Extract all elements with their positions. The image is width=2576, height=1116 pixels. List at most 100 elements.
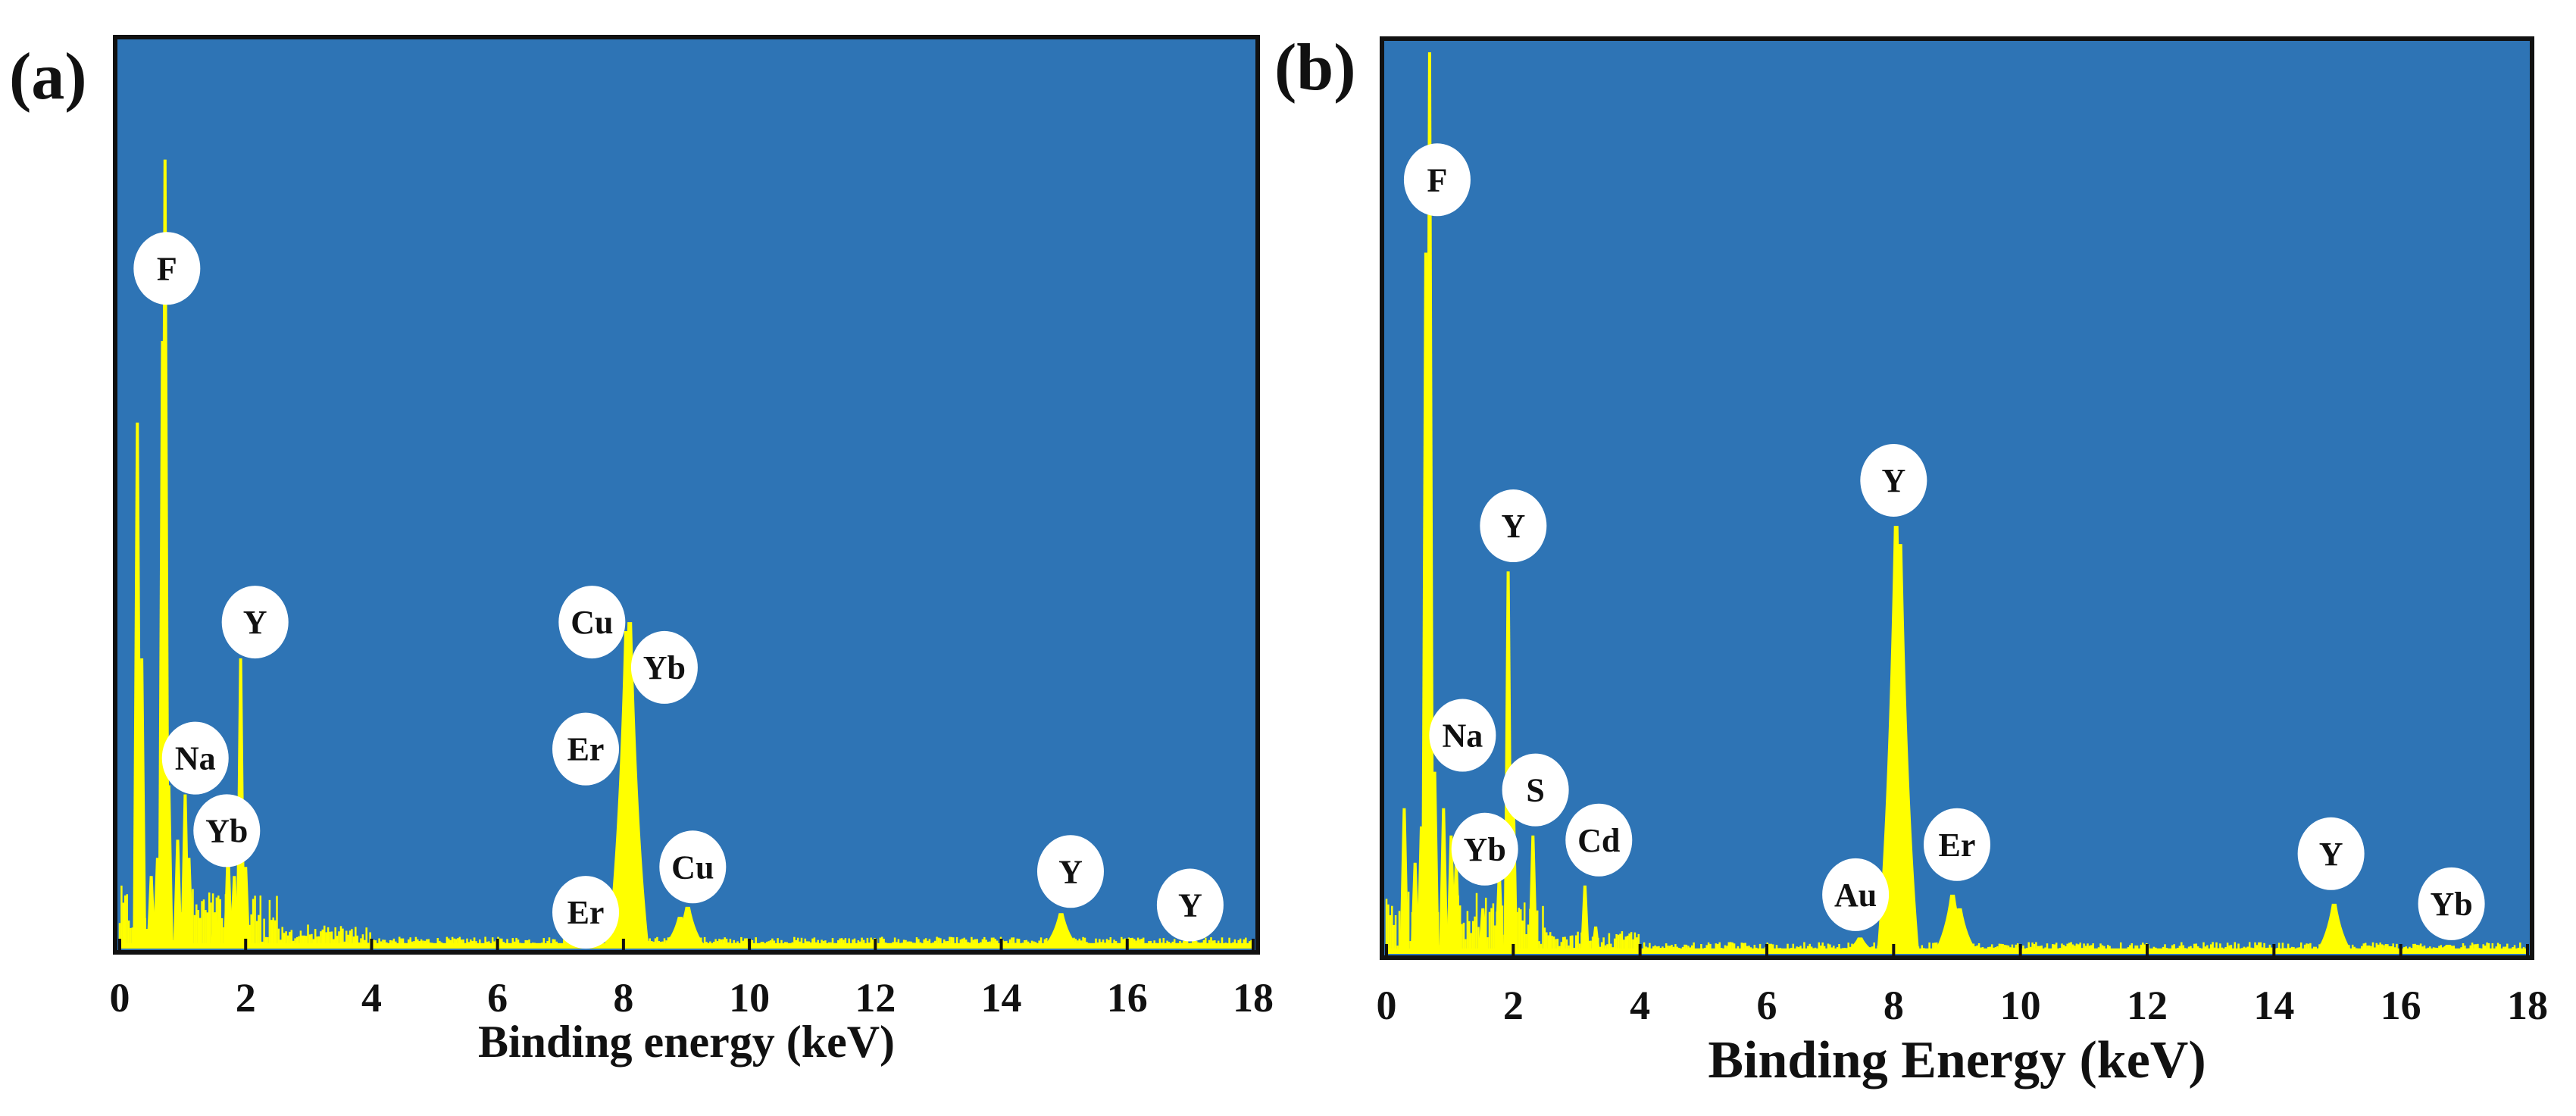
- peak: [1494, 871, 1504, 954]
- peak: [184, 858, 194, 949]
- x-tick-label: 2: [236, 975, 256, 1021]
- peak-label-text: Yb: [643, 649, 686, 686]
- label-bubble: [659, 830, 727, 904]
- label-bubble: [1156, 868, 1224, 942]
- peak: [1580, 885, 1590, 954]
- peak-label-text: S: [1526, 772, 1544, 809]
- peak-label-text: Au: [1834, 877, 1877, 914]
- x-tick-label: 18: [2507, 983, 2548, 1028]
- x-tick-label: 8: [1884, 983, 1904, 1028]
- label-bubble: [193, 794, 261, 867]
- x-tick-label: 10: [729, 975, 770, 1021]
- label-bubble: [552, 712, 620, 786]
- peak-label: Yb: [1451, 812, 1518, 886]
- peak-label: Na: [1429, 699, 1496, 772]
- peak: [1152, 944, 1191, 949]
- peak-label-text: Y: [1178, 887, 1202, 924]
- peak-label-text: Y: [1881, 462, 1905, 499]
- x-tick-label: 10: [2000, 983, 2041, 1028]
- peak: [164, 785, 174, 949]
- peak-label: Er: [552, 876, 620, 949]
- peak: [241, 867, 251, 949]
- panel-b-x-axis: 0 2 4 6 8 10 12 14 16 18: [1377, 944, 2548, 1028]
- peak-label: Cu: [659, 830, 727, 904]
- panel-b-xlabel: Binding Energy (keV): [1708, 1031, 2206, 1089]
- peak: [1940, 908, 1979, 954]
- peak: [1840, 937, 1880, 954]
- panel-b-label: (b): [1274, 31, 1356, 105]
- label-bubble: [1502, 753, 1569, 827]
- peak-label: Na: [161, 721, 229, 795]
- peak: [137, 658, 147, 949]
- peak-label: Er: [1924, 808, 1990, 881]
- peak-label-text: Cu: [671, 849, 714, 886]
- peak-label-text: Y: [1058, 853, 1083, 890]
- x-tick-label: 14: [2253, 983, 2294, 1028]
- x-tick-label: 2: [1503, 983, 1524, 1028]
- x-tick-label: 0: [1377, 983, 1397, 1028]
- panel-a-label: (a): [9, 40, 87, 114]
- label-bubble: [1822, 858, 1890, 931]
- peak: [1528, 835, 1538, 954]
- label-bubble: [1924, 808, 1990, 881]
- panel-b-spectrum: [1385, 52, 2528, 954]
- peak-label-text: Er: [567, 894, 605, 931]
- peak-label: F: [1403, 143, 1471, 217]
- peak-label-text: Na: [1443, 717, 1483, 755]
- peak-label: Y: [1480, 489, 1547, 563]
- peak-label-text: Y: [1501, 508, 1525, 545]
- peak: [224, 849, 233, 949]
- peak: [1410, 862, 1420, 954]
- peak-label-text: F: [1427, 161, 1447, 199]
- label-bubble: [2297, 817, 2365, 890]
- peak-label-text: Cd: [1577, 822, 1620, 859]
- peak-label-text: Yb: [205, 812, 248, 849]
- label-bubble: [1429, 699, 1496, 772]
- label-bubble: [558, 586, 626, 659]
- peak: [1439, 808, 1449, 954]
- peak: [2315, 903, 2354, 954]
- peak-label-text: Y: [243, 604, 267, 641]
- peak: [1399, 808, 1409, 954]
- peak-label: S: [1502, 753, 1569, 827]
- peak-label: Y: [1156, 868, 1224, 942]
- x-tick-label: 6: [487, 975, 508, 1021]
- x-tick-label: 0: [110, 975, 130, 1021]
- peak-label: Er: [552, 712, 620, 786]
- label-bubble: [1565, 803, 1633, 877]
- label-bubble: [1036, 835, 1104, 908]
- peak: [1452, 862, 1461, 954]
- label-bubble: [161, 721, 229, 795]
- panel-a-plot-area: [113, 35, 1260, 955]
- peak-label-text: Y: [2319, 836, 2343, 873]
- label-bubble: [1860, 443, 1927, 517]
- peak: [211, 912, 220, 949]
- panel-a: (a) F Y Na Yb Cu Yb Er Cu Er Y Y 0 2 4 6 8 10 12 14 16 18 B…: [9, 35, 1274, 1067]
- label-bubble: [2418, 867, 2485, 940]
- label-bubble: [1480, 489, 1547, 563]
- x-tick-label: 4: [1630, 983, 1650, 1028]
- x-tick-label: 12: [855, 975, 896, 1021]
- peak-label: Au: [1822, 858, 1890, 931]
- peak: [2428, 945, 2468, 954]
- x-tick-label: 8: [613, 975, 633, 1021]
- peak-label: Yb: [193, 794, 261, 867]
- panel-a-xlabel: Binding energy (keV): [478, 1017, 895, 1067]
- peak-label: Y: [2297, 817, 2365, 890]
- label-bubble: [133, 232, 201, 305]
- peak-label: Cu: [558, 586, 626, 659]
- panel-b-annotations: F Y Y Na S Yb Cd Au Er Y Yb: [1403, 143, 2485, 940]
- panel-b: (b) F Y Y Na S Yb Cd Au Er Y Yb 0 2 4 6 8 10 12 14 16 18 Bi…: [1274, 31, 2548, 1089]
- peak-label-text: Er: [567, 731, 605, 768]
- label-bubble: [221, 586, 289, 659]
- peak: [146, 876, 156, 949]
- peak: [610, 622, 649, 949]
- x-tick-label: 12: [2127, 983, 2168, 1028]
- peak-label: F: [133, 232, 201, 305]
- peak-label: Y: [1860, 443, 1927, 517]
- panel-a-x-axis: 0 2 4 6 8 10 12 14 16 18: [110, 939, 1274, 1021]
- peak-label-text: Na: [175, 740, 216, 777]
- peak-label-text: Yb: [2430, 886, 2472, 923]
- peak: [1478, 908, 1488, 954]
